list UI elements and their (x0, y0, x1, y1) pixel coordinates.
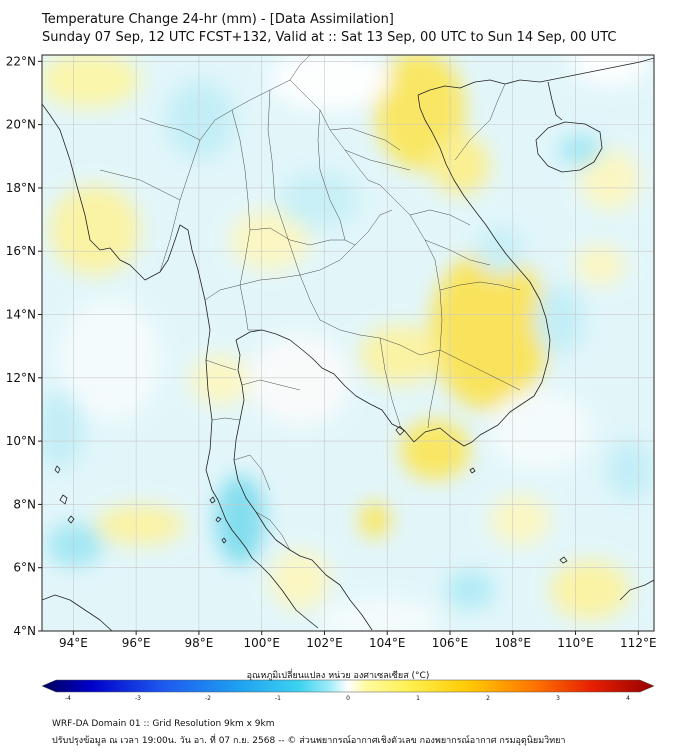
colorbar-tick-label: -1 (275, 695, 281, 702)
lon-tick-label: 104°E (369, 636, 406, 650)
footer-model-info: WRF-DA Domain 01 :: Grid Resolution 9km … (52, 719, 275, 729)
map-gridlines (42, 55, 654, 631)
longitude-axis: 94°E 96°E 98°E 100°E 102°E 104°E 106°E 108°E 110… (59, 631, 657, 650)
lon-tick-label: 102°E (306, 636, 343, 650)
lon-tick-label: 96°E (122, 636, 151, 650)
colorbar-tick-label: 1 (416, 695, 420, 702)
colorbar-tick-label: 3 (556, 695, 560, 702)
chart-title: Temperature Change 24-hr (mm) - [Data As… (42, 12, 394, 27)
colorbar-tick-label: 4 (626, 695, 630, 702)
admin-boundaries (99, 55, 521, 551)
lon-tick-label: 100°E (243, 636, 280, 650)
lat-tick-label: 10°N (6, 434, 36, 448)
colorbar-scale (41, 679, 655, 693)
lon-tick-label: 106°E (432, 636, 469, 650)
lon-tick-label: 94°E (59, 636, 88, 650)
lat-tick-label: 16°N (6, 244, 36, 258)
lon-tick-label: 112°E (620, 636, 657, 650)
lon-tick-label: 108°E (495, 636, 532, 650)
lat-tick-label: 12°N (6, 371, 36, 385)
coastlines-borders (42, 57, 654, 631)
colorbar-ticks: -4 -3 -2 -1 0 1 2 3 4 (65, 695, 630, 702)
lat-tick-label: 4°N (13, 624, 36, 638)
lon-tick-label: 110°E (557, 636, 594, 650)
lat-tick-label: 6°N (13, 561, 36, 575)
lat-tick-label: 14°N (6, 308, 36, 322)
colorbar: -4 -3 -2 -1 0 1 2 3 4 (41, 679, 655, 702)
colorbar-tick-label: 2 (486, 695, 490, 702)
colorbar-tick-label: 0 (346, 695, 350, 702)
lat-tick-label: 22°N (6, 54, 36, 68)
colorbar-title: อุณหภูมิเปลี่ยนแปลง หน่วย องศาเซลเซียส (… (246, 671, 430, 681)
lat-tick-label: 8°N (13, 497, 36, 511)
colorbar-tick-label: -4 (65, 695, 71, 702)
lon-tick-label: 98°E (184, 636, 213, 650)
chart-subtitle: Sunday 07 Sep, 12 UTC FCST+132, Valid at… (42, 30, 617, 45)
latitude-axis: 22°N 20°N 18°N 16°N 14°N 12°N 10°N 8°N 6°N 4°N (6, 54, 42, 638)
temperature-field (42, 55, 654, 631)
map-frame (41, 54, 655, 632)
colorbar-tick-label: -2 (205, 695, 211, 702)
lat-tick-label: 18°N (6, 181, 36, 195)
lat-tick-label: 20°N (6, 118, 36, 132)
colorbar-tick-label: -3 (135, 695, 141, 702)
footer-credit: ปรับปรุงข้อมูล ณ เวลา 19:00น. วัน อา. ที… (52, 736, 566, 746)
